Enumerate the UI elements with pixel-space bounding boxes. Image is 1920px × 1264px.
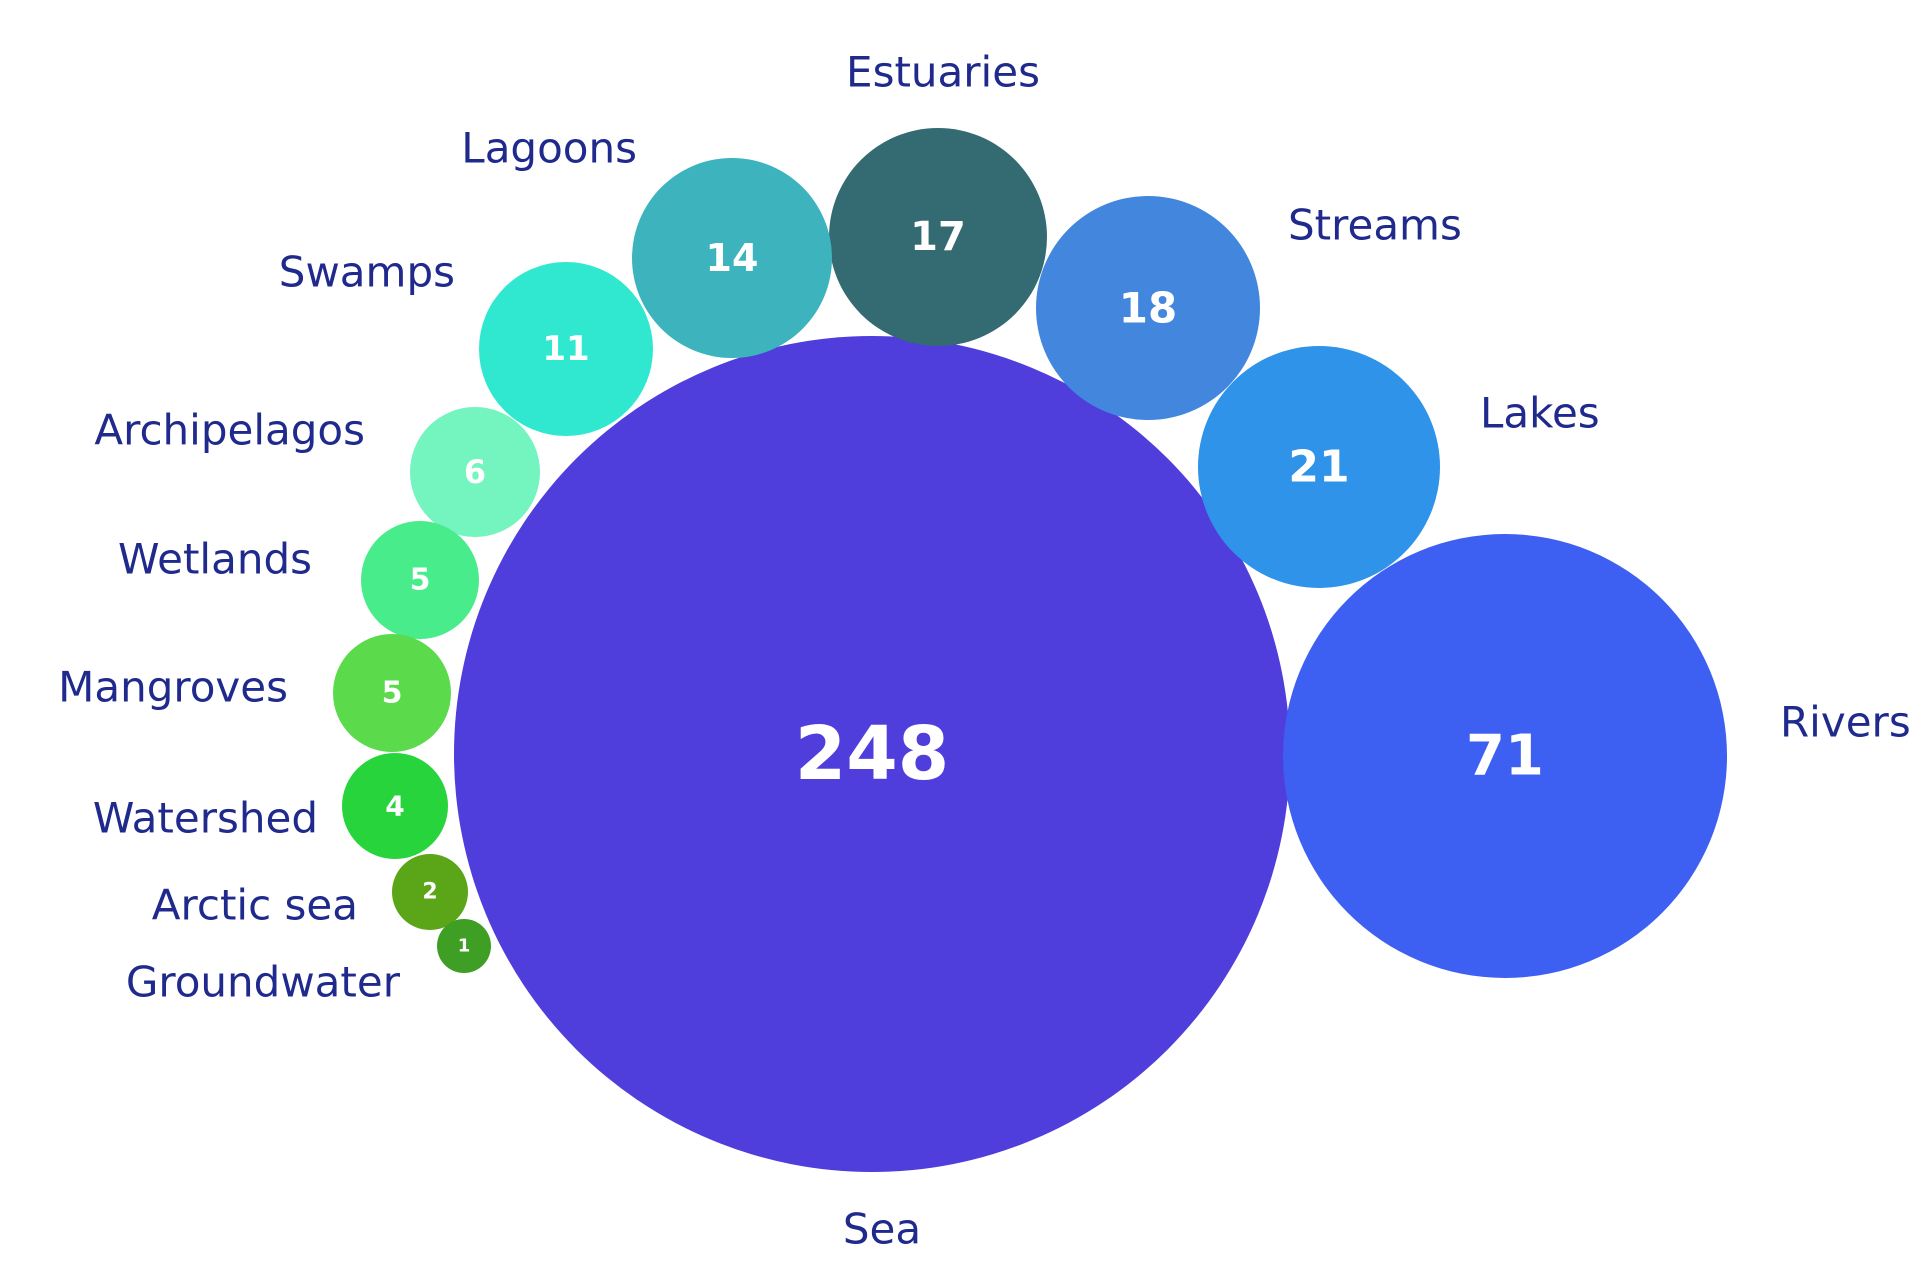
bubble-value-wetlands: 5 [410, 563, 431, 598]
bubble-label-arctic-sea: Arctic sea [152, 881, 358, 930]
bubble-mangroves [333, 634, 451, 752]
bubble-archipelagos [410, 407, 540, 537]
bubble-streams [1036, 196, 1260, 420]
bubble-groundwater [437, 919, 491, 973]
bubble-value-arctic-sea: 2 [422, 880, 437, 905]
bubble-label-sea: Sea [843, 1205, 921, 1254]
bubble-value-swamps: 11 [542, 329, 589, 369]
bubble-value-lagoons: 14 [706, 236, 759, 280]
bubble-value-rivers: 71 [1466, 724, 1544, 789]
bubble-lagoons [632, 158, 832, 358]
bubble-rivers [1283, 534, 1727, 978]
bubble-swamps [479, 262, 653, 436]
bubble-label-estuaries: Estuaries [846, 48, 1040, 97]
bubble-value-estuaries: 17 [910, 214, 966, 260]
bubble-arctic-sea [392, 854, 468, 930]
bubble-label-mangroves: Mangroves [58, 663, 288, 712]
bubble-watershed [342, 753, 448, 859]
bubble-label-archipelagos: Archipelagos [94, 406, 365, 455]
bubble-value-mangroves: 5 [382, 676, 403, 711]
bubble-label-watershed: Watershed [93, 794, 318, 843]
bubble-label-lagoons: Lagoons [461, 124, 637, 173]
bubble-value-sea: 248 [795, 711, 949, 797]
bubble-sea [454, 336, 1290, 1172]
bubble-label-swamps: Swamps [279, 248, 455, 297]
bubble-label-wetlands: Wetlands [118, 535, 312, 584]
bubble-label-groundwater: Groundwater [126, 958, 401, 1007]
bubble-value-groundwater: 1 [458, 936, 471, 957]
bubble-label-rivers: Rivers [1780, 698, 1911, 747]
bubble-estuaries [829, 128, 1047, 346]
bubble-value-lakes: 21 [1288, 442, 1349, 493]
bubble-label-lakes: Lakes [1480, 389, 1600, 438]
bubble-value-streams: 18 [1119, 284, 1177, 333]
bubble-label-streams: Streams [1288, 201, 1462, 250]
bubble-lakes [1198, 346, 1440, 588]
bubble-value-archipelagos: 6 [464, 453, 486, 491]
bubble-wetlands [361, 521, 479, 639]
bubble-value-watershed: 4 [385, 790, 404, 823]
